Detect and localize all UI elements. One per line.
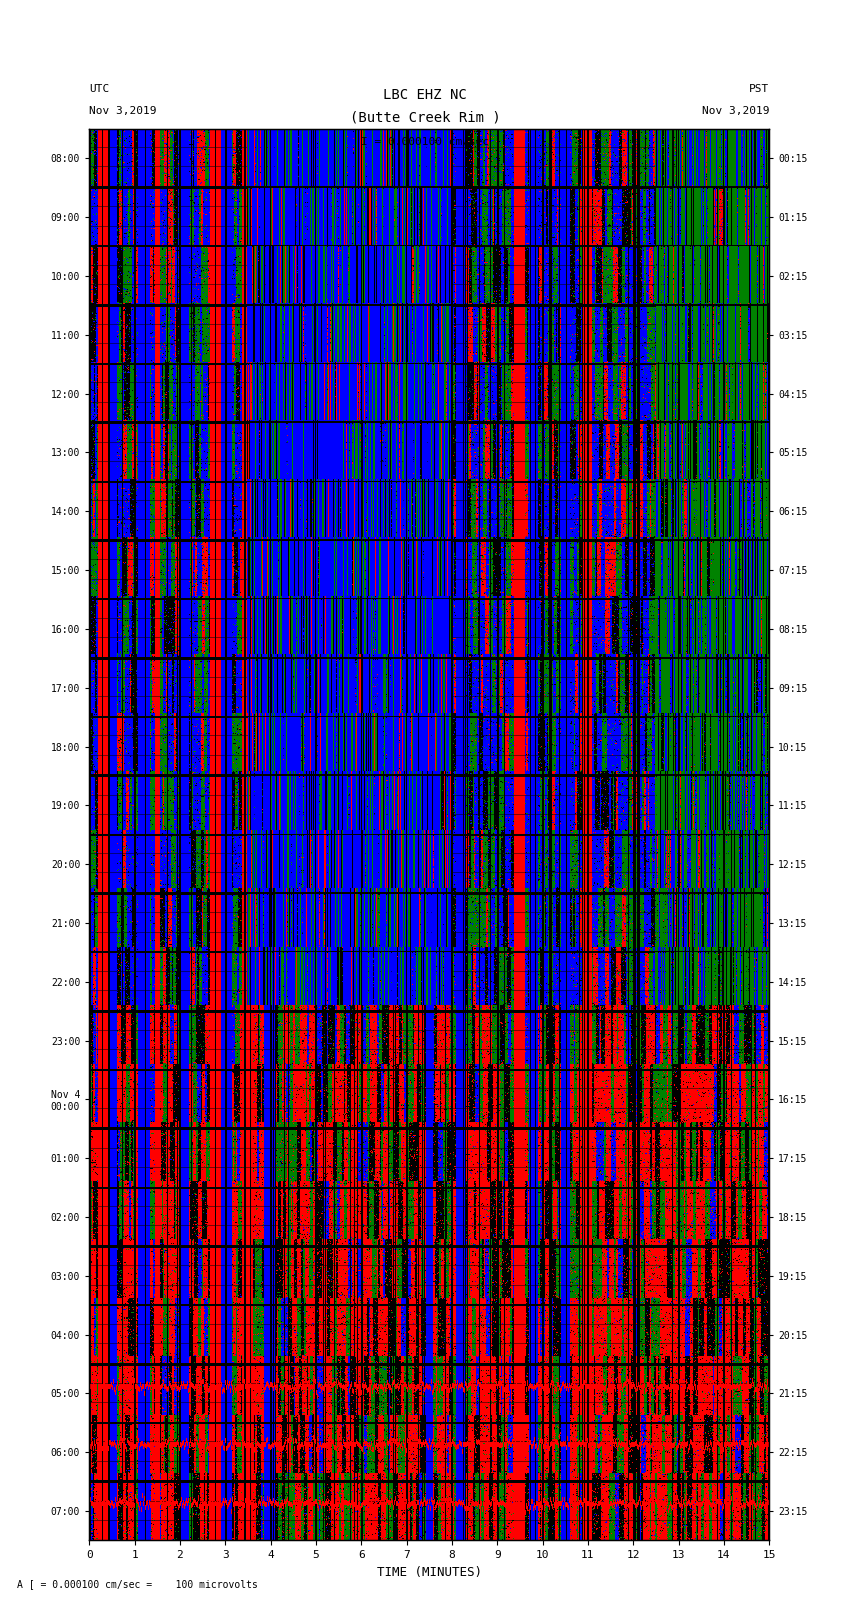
Text: PST: PST: [749, 84, 769, 94]
X-axis label: TIME (MINUTES): TIME (MINUTES): [377, 1566, 482, 1579]
Text: I = 0.000100 cm/sec: I = 0.000100 cm/sec: [361, 137, 489, 147]
Text: LBC EHZ NC: LBC EHZ NC: [383, 87, 467, 102]
Text: Nov 3,2019: Nov 3,2019: [89, 106, 156, 116]
Text: (Butte Creek Rim ): (Butte Creek Rim ): [349, 110, 501, 124]
Text: UTC: UTC: [89, 84, 110, 94]
Text: A [ = 0.000100 cm/sec =    100 microvolts: A [ = 0.000100 cm/sec = 100 microvolts: [17, 1579, 258, 1589]
Text: Nov 3,2019: Nov 3,2019: [702, 106, 769, 116]
